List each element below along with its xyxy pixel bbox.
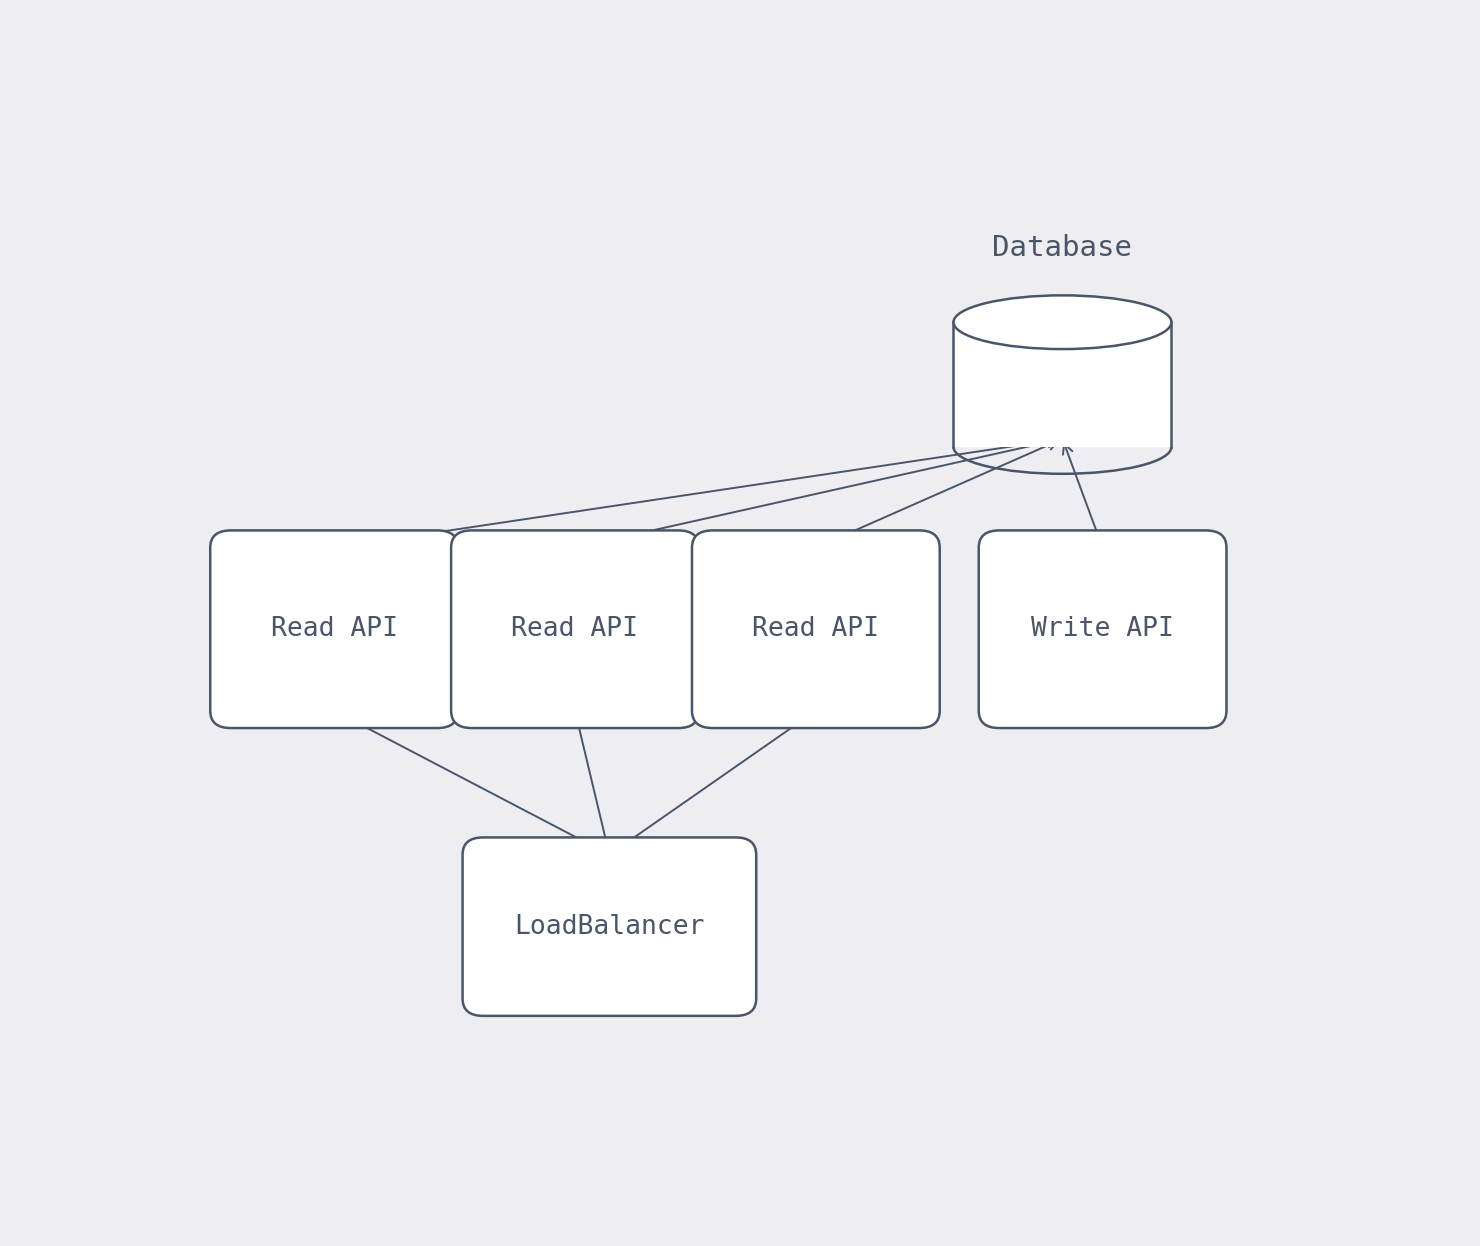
Ellipse shape	[953, 295, 1172, 349]
Text: Database: Database	[993, 234, 1132, 262]
Polygon shape	[953, 323, 1172, 447]
Text: Read API: Read API	[752, 617, 879, 642]
FancyBboxPatch shape	[463, 837, 756, 1015]
Text: Read API: Read API	[512, 617, 638, 642]
Text: LoadBalancer: LoadBalancer	[514, 913, 704, 939]
FancyBboxPatch shape	[451, 531, 699, 728]
FancyBboxPatch shape	[210, 531, 457, 728]
FancyBboxPatch shape	[978, 531, 1227, 728]
Text: Read API: Read API	[271, 617, 398, 642]
FancyBboxPatch shape	[693, 531, 940, 728]
Text: Write API: Write API	[1032, 617, 1174, 642]
